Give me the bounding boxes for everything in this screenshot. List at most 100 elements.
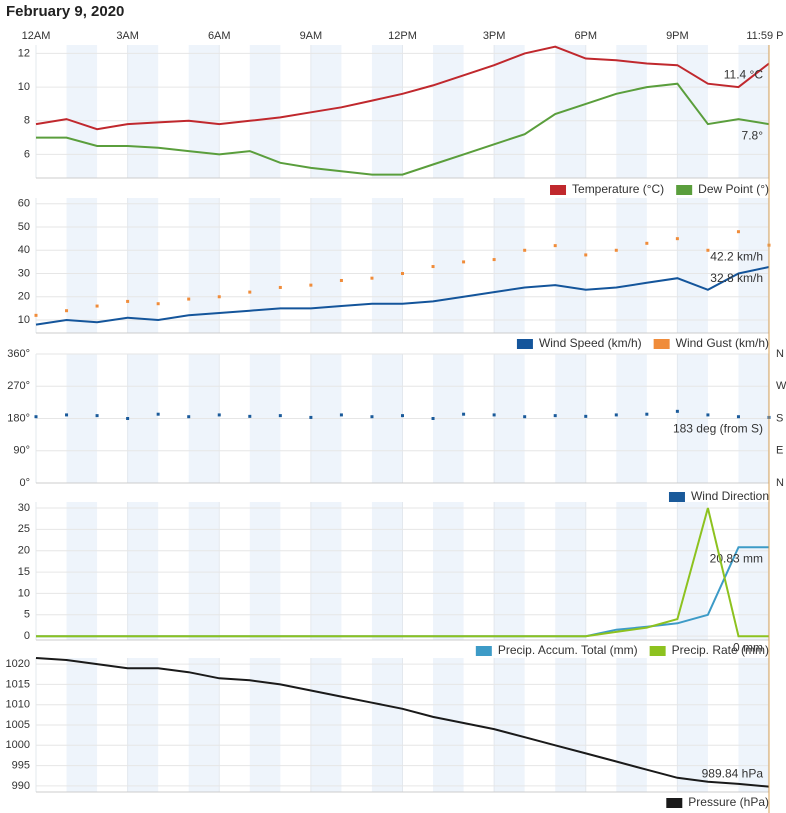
hour-stripe <box>738 502 769 640</box>
legend-swatch <box>475 646 492 656</box>
legend-label: Temperature (°C) <box>572 182 664 196</box>
y-tick-label: 60 <box>18 198 30 210</box>
y-tick-label: 6 <box>24 148 30 160</box>
y2-tick-label: E <box>776 445 783 457</box>
hour-stripe <box>433 502 464 640</box>
y-tick-label: 990 <box>12 780 30 792</box>
data-point <box>645 241 649 245</box>
legend-swatch <box>550 185 567 195</box>
hour-stripe <box>188 502 220 640</box>
y-tick-label: 15 <box>18 566 30 578</box>
data-point <box>706 248 710 252</box>
end-label: 989.84 hPa <box>702 767 764 781</box>
y2-tick-label: N <box>776 348 784 360</box>
y-tick-label: 10 <box>18 314 30 326</box>
legend-label: Wind Speed (km/h) <box>539 336 642 350</box>
data-point <box>217 295 221 299</box>
y-tick-label: 5 <box>24 609 30 621</box>
data-point <box>126 417 130 420</box>
end-label: 32.8 km/h <box>710 271 763 285</box>
data-point <box>584 414 588 418</box>
series-line <box>35 45 770 131</box>
legend-label: Dew Point (°) <box>698 182 769 196</box>
legend-label: Wind Gust (km/h) <box>676 336 769 350</box>
y-tick-label: 0° <box>19 477 30 489</box>
data-point <box>248 414 252 418</box>
y-tick-label: 30 <box>18 267 30 279</box>
y-tick-label: 1020 <box>6 658 30 670</box>
y-tick-label: 1000 <box>6 739 30 751</box>
y-tick-label: 180° <box>7 412 30 424</box>
y-tick-label: 995 <box>12 760 30 772</box>
hour-stripe <box>616 198 647 333</box>
data-point <box>217 413 221 417</box>
hour-stripe <box>66 198 98 333</box>
y-tick-label: 0 <box>24 630 30 642</box>
y2-tick-label: N <box>776 477 784 489</box>
data-point <box>309 283 313 287</box>
hour-stripe <box>677 45 708 178</box>
legend-swatch <box>676 185 693 195</box>
end-label: 20.83 mm <box>710 551 763 565</box>
hour-stripe <box>249 502 281 640</box>
data-point <box>278 414 282 418</box>
hour-stripe <box>127 45 159 178</box>
hour-stripe <box>494 502 525 640</box>
y-tick-label: 10 <box>18 587 30 599</box>
y2-tick-label: W <box>776 380 786 392</box>
data-point <box>156 412 160 416</box>
data-point <box>645 412 649 416</box>
hour-stripe <box>188 198 220 333</box>
hour-stripe <box>310 198 342 333</box>
hour-stripe <box>494 198 525 333</box>
hour-stripe <box>555 198 586 333</box>
y-tick-label: 20 <box>18 291 30 303</box>
x-tick-label: 9AM <box>300 30 323 42</box>
data-point <box>339 278 343 282</box>
y-tick-label: 12 <box>18 47 30 59</box>
y-tick-label: 90° <box>13 445 30 457</box>
series-line <box>35 266 770 326</box>
hour-stripe <box>433 45 464 178</box>
data-point <box>370 276 374 280</box>
hour-stripe <box>66 502 98 640</box>
data-point <box>309 415 313 419</box>
x-tick-label: 12PM <box>388 30 417 42</box>
data-point <box>523 415 527 419</box>
end-label: 7.8° <box>742 128 764 142</box>
end-label: 42.2 km/h <box>710 249 763 263</box>
x-tick-label: 11:59 P <box>746 30 783 42</box>
data-point <box>431 417 435 420</box>
y-tick-label: 50 <box>18 221 30 233</box>
legend-swatch <box>516 339 533 349</box>
hour-stripe <box>310 502 342 640</box>
data-point <box>187 297 191 301</box>
y-tick-label: 10 <box>18 81 30 93</box>
legend-label: Pressure (hPa) <box>688 795 769 809</box>
hour-stripe <box>127 198 159 333</box>
hour-stripe <box>371 45 403 178</box>
data-point <box>34 415 38 419</box>
hour-stripe <box>371 198 403 333</box>
legend-swatch <box>666 798 683 808</box>
hour-stripe <box>371 502 403 640</box>
y2-tick-label: S <box>776 412 783 424</box>
data-point <box>553 244 557 248</box>
data-point <box>523 248 527 252</box>
legend-swatch <box>653 339 670 349</box>
y-tick-label: 270° <box>7 380 30 392</box>
data-point <box>248 290 252 294</box>
end-label: 11.4 °C <box>724 68 764 82</box>
data-point <box>401 272 404 276</box>
series-line <box>35 657 770 788</box>
y-tick-label: 30 <box>18 502 30 514</box>
end-label: 183 deg (from S) <box>673 422 763 436</box>
hour-stripe <box>127 502 159 640</box>
data-point <box>370 415 374 419</box>
hour-stripe <box>738 45 769 178</box>
data-point <box>65 413 69 417</box>
x-tick-label: 9PM <box>666 30 689 42</box>
x-tick-label: 6AM <box>208 30 231 42</box>
